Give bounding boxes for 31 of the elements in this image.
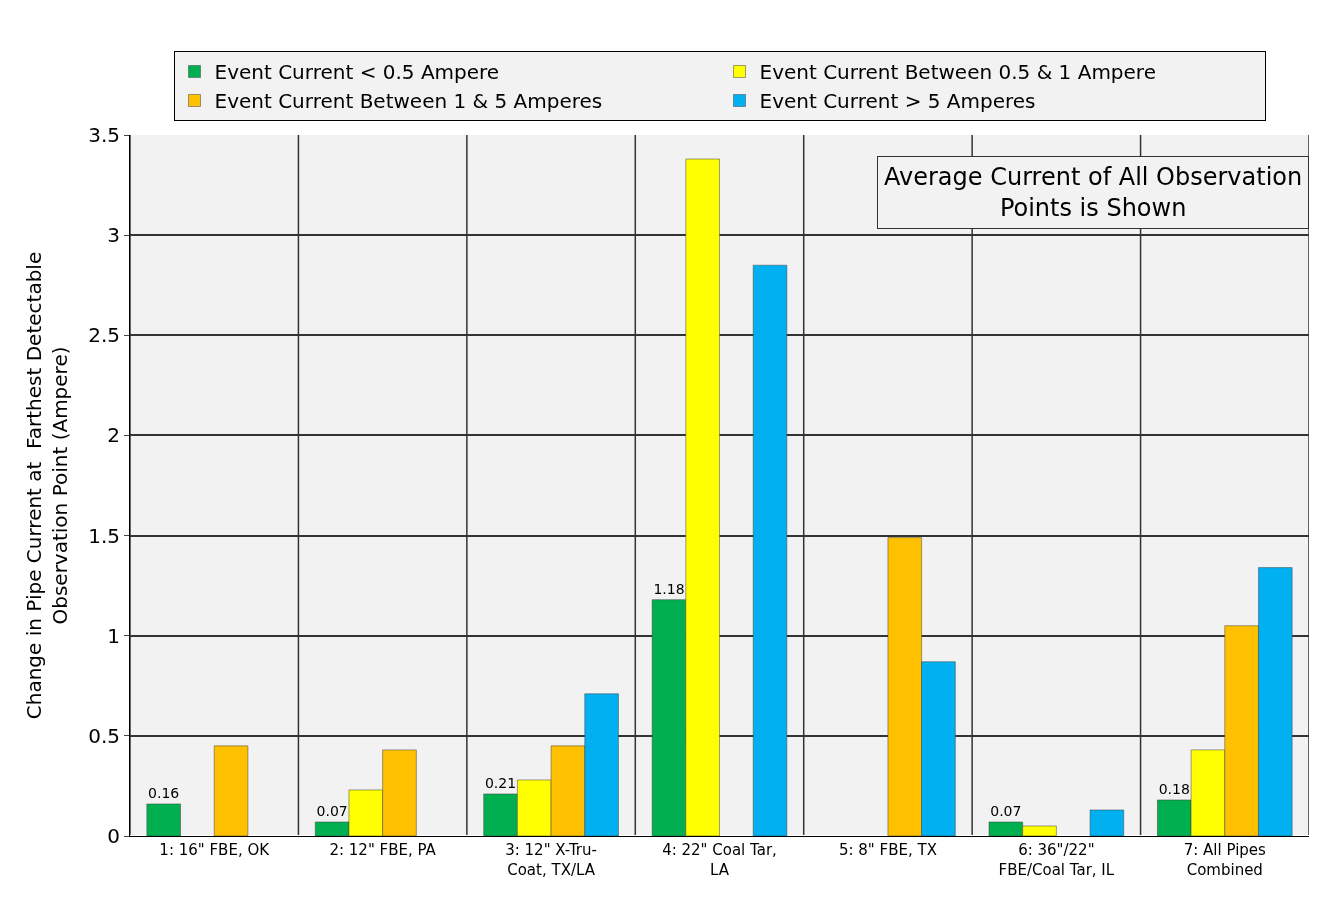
bar — [146, 803, 181, 836]
y-tick-label: 0 — [107, 824, 120, 848]
x-tick-label: 7: All Pipes Combined — [1183, 841, 1267, 879]
data-label: 1.18 — [653, 580, 685, 597]
annotation: Average Current of All Observation Points is Shown — [884, 163, 1303, 223]
bar — [213, 745, 249, 836]
data-label: 0.16 — [148, 784, 180, 801]
y-axis-title: Change in Pipe Current at Farthest Detectable Observation Point (Ampere) — [21, 251, 72, 720]
y-tick-label: 1.5 — [88, 523, 120, 548]
y-tick-label: 2.5 — [88, 323, 120, 348]
y-tick-label: 3.5 — [88, 123, 120, 147]
y-tick-label: 0.5 — [88, 723, 120, 748]
y-tick-label: 3 — [107, 223, 120, 248]
bar — [752, 264, 788, 836]
data-label: 0.21 — [484, 774, 517, 791]
x-tick-label: 4: 22" Coal Tar, LA — [662, 841, 777, 879]
x-tick-label: 1: 16" FBE, OK — [159, 841, 271, 859]
y-tick-label: 2 — [107, 423, 120, 448]
y-tick-label: 1 — [107, 623, 120, 648]
x-tick-label: 2: 12" FBE, PA — [329, 841, 437, 859]
legend-label: Event Current < 0.5 Ampere — [214, 60, 500, 85]
legend-label: Event Current Between 1 & 5 Amperes — [214, 89, 603, 114]
data-label: 0.07 — [990, 802, 1022, 819]
x-tick-label: 6: 36"/22" FBE/Coal Tar, IL — [998, 841, 1115, 879]
data-label: 0.07 — [316, 802, 348, 819]
legend-label: Event Current > 5 Amperes — [759, 89, 1036, 114]
x-tick-label: 3: 12" X-Tru- Coat, TX/LA — [505, 841, 597, 879]
x-tick-label: 5: 8" FBE, TX — [838, 841, 937, 859]
bar — [1089, 809, 1124, 836]
data-label: 0.18 — [1158, 780, 1190, 797]
legend-label: Event Current Between 0.5 & 1 Ampere — [759, 60, 1156, 85]
